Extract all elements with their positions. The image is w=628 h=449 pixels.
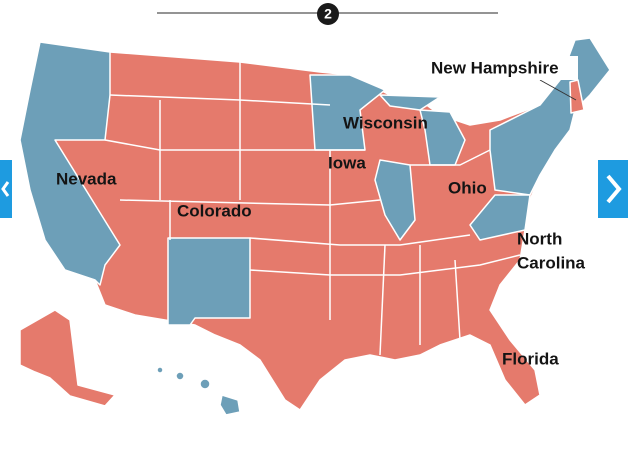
state-label: Colorado <box>177 201 252 220</box>
state-label: Wisconsin <box>343 113 428 132</box>
state-label: Carolina <box>517 253 586 272</box>
west-coast-states <box>19 41 121 286</box>
next-button[interactable] <box>598 160 628 218</box>
state-borders <box>104 62 521 356</box>
us-map <box>19 37 611 416</box>
state-label: North <box>517 229 562 248</box>
new-hampshire <box>569 79 585 114</box>
label-background <box>428 56 578 80</box>
state-label: Florida <box>502 349 559 368</box>
state-label: Iowa <box>328 153 366 172</box>
leader-line <box>539 79 577 101</box>
alaska <box>19 309 116 407</box>
state-label: Nevada <box>56 169 117 188</box>
new-mexico <box>167 237 251 326</box>
hawaii <box>156 366 241 416</box>
badge <box>317 3 339 25</box>
badge-number: 2 <box>324 6 332 22</box>
virginia-maryland <box>469 194 531 241</box>
state-label: Ohio <box>448 178 487 197</box>
previous-button[interactable] <box>0 160 12 218</box>
state-label: New Hampshire <box>431 58 559 77</box>
